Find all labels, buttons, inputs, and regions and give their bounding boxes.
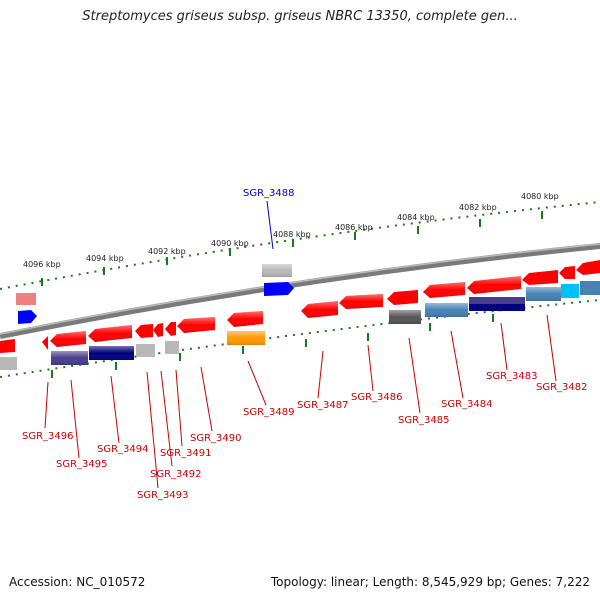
gene-label[interactable]: SGR_3490 (190, 433, 242, 444)
genome-backbone (0, 243, 600, 339)
callout-line-highlight (266, 200, 274, 250)
gene-blue-3488[interactable] (264, 282, 294, 296)
scale-tick-label: 4088 kbp (273, 230, 311, 239)
gene-label[interactable]: SGR_3494 (97, 444, 149, 455)
gene-block[interactable] (0, 357, 17, 370)
gene-block[interactable] (136, 344, 155, 357)
gene-arrow[interactable] (153, 323, 163, 337)
gene-pink[interactable] (16, 293, 36, 305)
gene-block[interactable] (165, 341, 179, 354)
scale-ticks-lower (51, 314, 494, 378)
gene-block[interactable] (561, 284, 579, 298)
topology-label: Topology: linear; Length: 8,545,929 bp; … (270, 575, 590, 589)
gene-arrow[interactable] (165, 322, 176, 336)
callout-lines (44, 314, 557, 489)
scale-tick-label: 4096 kbp (23, 260, 61, 269)
scale-tick-label: 4082 kbp (459, 203, 497, 212)
scale-tick-label: 4094 kbp (86, 254, 124, 263)
gene-label[interactable]: SGR_3491 (160, 448, 212, 459)
scale-line-lower (0, 299, 600, 378)
gene-arrow[interactable] (559, 266, 575, 279)
gene-label[interactable]: SGR_3482 (536, 382, 588, 393)
gene-blue-left[interactable] (18, 310, 37, 324)
map-title: Streptomyces griseus subsp. griseus NBRC… (82, 9, 518, 24)
gene-block[interactable] (580, 281, 600, 295)
gene-arrow[interactable] (0, 339, 15, 353)
scale-line-upper (0, 201, 600, 290)
gene-label[interactable]: SGR_3496 (22, 431, 74, 442)
gene-label[interactable]: SGR_3492 (150, 469, 202, 480)
scale-tick-label: 4092 kbp (148, 247, 186, 256)
gene-label-highlight[interactable]: SGR_3488 (243, 188, 295, 199)
scale-tick-label: 4090 kbp (211, 239, 249, 248)
gene-label[interactable]: SGR_3485 (398, 415, 450, 426)
gene-label[interactable]: SGR_3484 (441, 399, 493, 410)
gene-arrow[interactable] (576, 260, 600, 275)
gene-label[interactable]: SGR_3487 (297, 400, 349, 411)
gene-arrow[interactable] (522, 270, 558, 285)
scale-tick-label: 4086 kbp (335, 223, 373, 232)
gene-labels: SGR_3496 SGR_3495 SGR_3494 SGR_3493 SGR_… (22, 371, 588, 501)
accession-label: Accession: NC_010572 (9, 575, 146, 589)
gene-arrow[interactable] (42, 336, 48, 350)
scale-ticks-upper (41, 211, 543, 286)
gene-block[interactable] (469, 304, 525, 311)
gene-arrow[interactable] (387, 290, 418, 305)
gene-arrow[interactable] (135, 324, 153, 338)
scale-tick-label: 4080 kbp (521, 192, 559, 201)
scale-tick-label: 4084 kbp (397, 213, 435, 222)
gene-label[interactable]: SGR_3495 (56, 459, 108, 470)
gene-label[interactable]: SGR_3486 (351, 392, 403, 403)
gene-label[interactable]: SGR_3483 (486, 371, 538, 382)
gene-label[interactable]: SGR_3493 (137, 490, 189, 501)
gene-label[interactable]: SGR_3489 (243, 407, 295, 418)
